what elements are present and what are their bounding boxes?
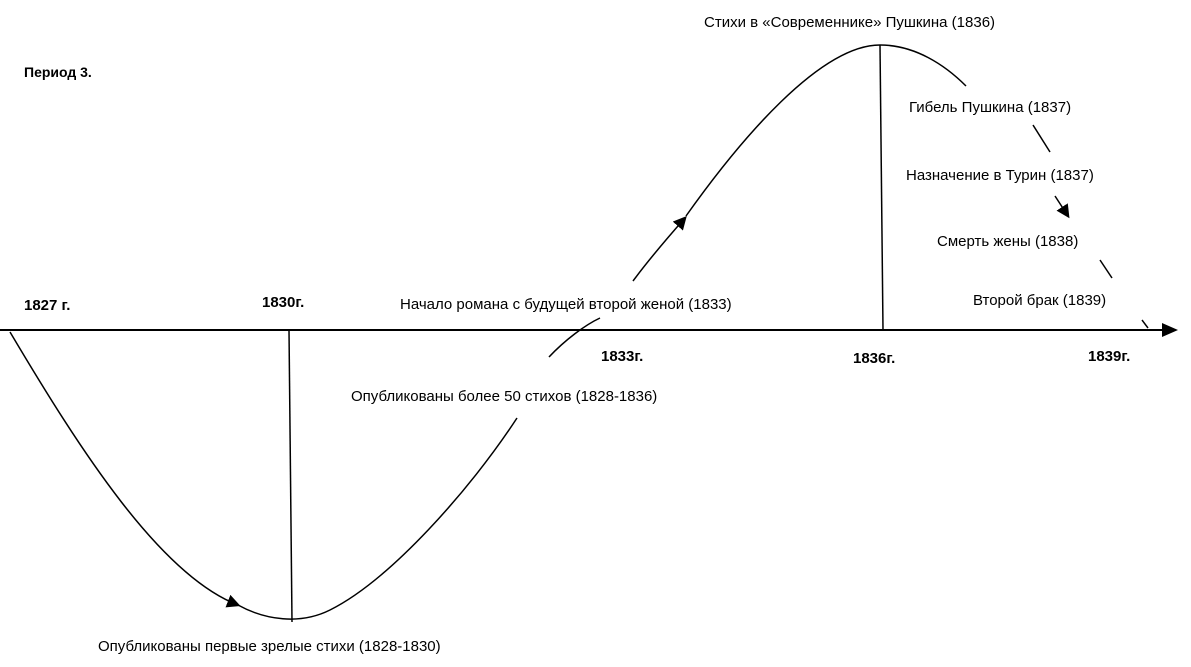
wave-rise-lower: [237, 417, 518, 620]
wave-crest: [685, 44, 967, 217]
vertical-marker-1836: [879, 44, 884, 331]
wave-rise-middle: [548, 317, 601, 358]
wave-fall-1: [1032, 124, 1051, 153]
year-label-1827: 1827 г.: [24, 297, 70, 314]
wave-fall-2: [1054, 195, 1070, 219]
period-title: Период 3.: [24, 64, 92, 80]
event-label-second-marriage: Второй брак (1839): [973, 292, 1106, 309]
event-label-sovremennik: Стихи в «Современнике» Пушкина (1836): [704, 14, 995, 31]
time-axis-arrowhead: [1162, 323, 1178, 337]
wave-descent: [9, 331, 241, 608]
event-label-first-poems: Опубликованы первые зрелые стихи (1828-1…: [98, 638, 441, 655]
event-label-pushkin-death: Гибель Пушкина (1837): [909, 99, 1071, 116]
year-label-1833: 1833г.: [601, 348, 643, 365]
vertical-marker-1830: [288, 329, 293, 623]
event-label-romance-start: Начало романа с будущей второй женой (18…: [400, 296, 732, 313]
wave-rise-upper: [632, 215, 687, 282]
year-label-1836: 1836г.: [853, 350, 895, 367]
event-label-turin: Назначение в Турин (1837): [906, 167, 1094, 184]
wave-fall-4: [1141, 319, 1149, 329]
wave-fall-3: [1099, 259, 1113, 279]
year-label-1830: 1830г.: [262, 294, 304, 311]
event-label-50-poems: Опубликованы более 50 стихов (1828-1836): [351, 388, 657, 405]
event-label-wife-death: Смерть жены (1838): [937, 233, 1078, 250]
year-label-1839: 1839г.: [1088, 348, 1130, 365]
